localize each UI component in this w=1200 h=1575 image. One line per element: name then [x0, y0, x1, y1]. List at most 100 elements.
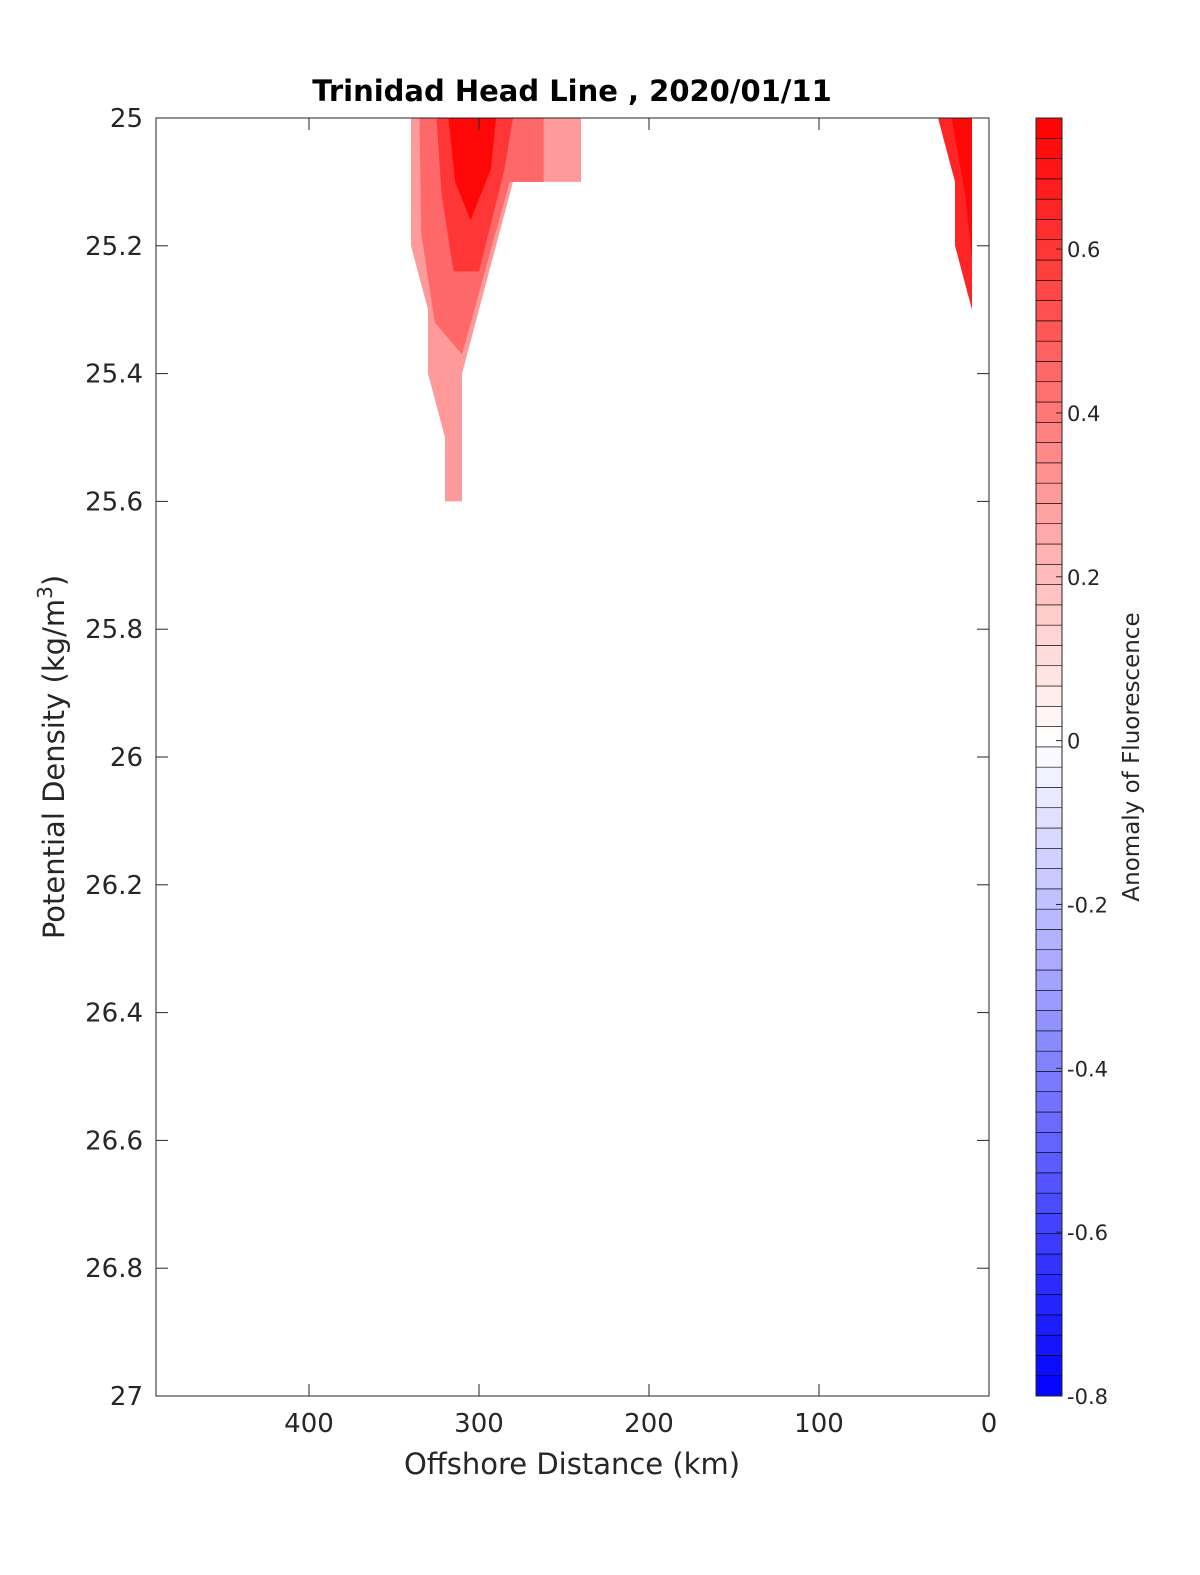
colorbar-level: [1035, 1030, 1063, 1052]
colorbar-level: [1035, 1172, 1063, 1194]
chart-title: Trinidad Head Line , 2020/01/11: [312, 74, 832, 108]
colorbar-level: [1035, 421, 1063, 443]
colorbar-tick-label: 0.6: [1067, 238, 1100, 262]
colorbar-tick-label: 0: [1067, 730, 1080, 754]
y-tick-label: 26: [110, 743, 143, 773]
x-tick-label: 0: [981, 1409, 998, 1439]
colorbar-level: [1035, 1355, 1063, 1377]
x-tick-label: 300: [454, 1409, 504, 1439]
colorbar-level: [1035, 665, 1063, 687]
colorbar: [1035, 117, 1063, 1397]
colorbar-tick-label: -0.2: [1067, 893, 1108, 917]
y-tick-label: 25.6: [85, 487, 143, 517]
colorbar-level: [1035, 604, 1063, 626]
colorbar-level: [1035, 1375, 1063, 1397]
colorbar-level: [1035, 1294, 1063, 1316]
colorbar-level: [1035, 1253, 1063, 1275]
y-tick-label: 25.2: [85, 232, 143, 262]
colorbar-level: [1035, 989, 1063, 1011]
x-tick-label: 200: [624, 1409, 674, 1439]
colorbar-level: [1035, 1314, 1063, 1336]
colorbar-level: [1035, 401, 1063, 423]
colorbar-level: [1035, 868, 1063, 890]
x-axis-label: Offshore Distance (km): [404, 1447, 740, 1481]
x-tick-label: 100: [794, 1409, 844, 1439]
y-axis-label-main: Potential Density (kg/m: [37, 599, 71, 939]
colorbar-level: [1035, 340, 1063, 362]
colorbar-level: [1035, 1091, 1063, 1113]
colorbar-level: [1035, 685, 1063, 707]
colorbar-level: [1035, 746, 1063, 768]
y-tick-label: 25.4: [85, 360, 143, 390]
colorbar-level: [1035, 239, 1063, 261]
colorbar-level: [1035, 766, 1063, 788]
colorbar-level: [1035, 117, 1063, 139]
colorbar-level: [1035, 178, 1063, 200]
data-regions: [411, 118, 972, 502]
y-axis-label: Potential Density (kg/m3): [33, 575, 71, 939]
colorbar-level: [1035, 705, 1063, 727]
y-tick-label: 25.8: [85, 615, 143, 645]
y-axis: 25 25.2 25.4 25.6 25.8 26 26.2 26.4 26.6 26.8 27: [85, 104, 989, 1412]
colorbar-level: [1035, 300, 1063, 322]
colorbar-level: [1035, 1010, 1063, 1032]
colorbar-level: [1035, 1131, 1063, 1153]
anomaly-region-6: [951, 118, 972, 259]
colorbar-level: [1035, 1152, 1063, 1174]
colorbar-level: [1035, 503, 1063, 525]
colorbar-level: [1035, 969, 1063, 991]
colorbar-level: [1035, 1192, 1063, 1214]
colorbar-level: [1035, 198, 1063, 220]
colorbar-frame: [1035, 117, 1063, 1397]
colorbar-level: [1035, 787, 1063, 809]
colorbar-level: [1035, 1071, 1063, 1093]
colorbar-level: [1035, 726, 1063, 748]
colorbar-level: [1035, 563, 1063, 585]
colorbar-level: [1035, 462, 1063, 484]
colorbar-level: [1035, 137, 1063, 159]
colorbar-level: [1035, 1111, 1063, 1133]
colorbar-level: [1035, 1233, 1063, 1255]
colorbar-level: [1035, 320, 1063, 342]
colorbar-level: [1035, 259, 1063, 281]
y-tick-label: 25: [110, 104, 143, 134]
colorbar-tick-label: -0.8: [1067, 1385, 1108, 1409]
y-axis-label-close: ): [37, 575, 71, 586]
colorbar-tick-label: 0.4: [1067, 402, 1100, 426]
colorbar-level: [1035, 908, 1063, 930]
colorbar-level: [1035, 361, 1063, 383]
colorbar-level: [1035, 543, 1063, 565]
colorbar-level: [1035, 279, 1063, 301]
colorbar-level: [1035, 807, 1063, 829]
colorbar-level: [1035, 1213, 1063, 1235]
colorbar-level: [1035, 442, 1063, 464]
colorbar-tick-label: -0.6: [1067, 1221, 1108, 1245]
y-tick-label: 27: [110, 1382, 143, 1412]
colorbar-level: [1035, 827, 1063, 849]
y-tick-label: 26.6: [85, 1126, 143, 1156]
colorbar-level: [1035, 158, 1063, 180]
colorbar-level: [1035, 381, 1063, 403]
colorbar-level: [1035, 645, 1063, 667]
x-tick-label: 400: [284, 1409, 334, 1439]
colorbar-level: [1035, 584, 1063, 606]
colorbar-level: [1035, 847, 1063, 869]
colorbar-level: [1035, 624, 1063, 646]
colorbar-tick-label: -0.4: [1067, 1057, 1108, 1081]
plot-area: [156, 118, 989, 1396]
colorbar-level: [1035, 523, 1063, 545]
y-tick-label: 26.4: [85, 999, 143, 1029]
y-axis-label-superscript: 3: [33, 586, 57, 599]
y-tick-label: 26.8: [85, 1254, 143, 1284]
colorbar-level: [1035, 949, 1063, 971]
colorbar-level: [1035, 929, 1063, 951]
colorbar-label: Anomaly of Fluorescence: [1119, 612, 1145, 901]
colorbar-level: [1035, 482, 1063, 504]
anomaly-region-4: [448, 118, 496, 221]
y-tick-label: 26.2: [85, 871, 143, 901]
colorbar-level: [1035, 888, 1063, 910]
x-axis: 400 300 200 100 0: [284, 118, 997, 1439]
colorbar-ticks: -0.8 -0.6 -0.4 -0.2 0 0.2 0.4 0.6: [1056, 238, 1108, 1409]
colorbar-level: [1035, 1334, 1063, 1356]
